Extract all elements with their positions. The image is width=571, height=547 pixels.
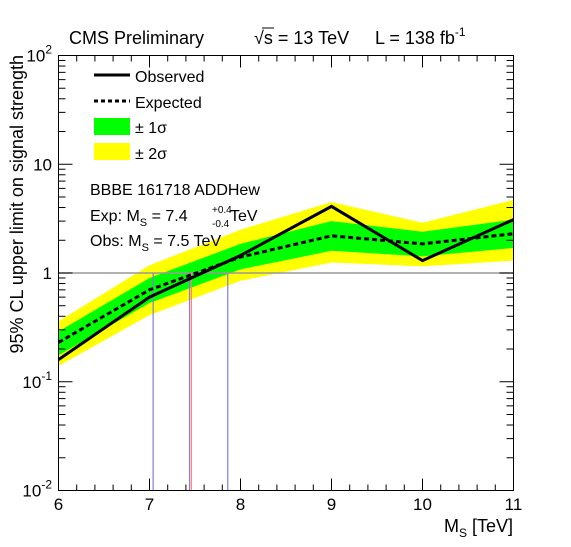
y-axis-title: 95% CL upper limit on signal strength — [7, 55, 27, 354]
y-tick-label: 10-2 — [22, 478, 52, 501]
x-axis-title-sub: S — [459, 526, 467, 540]
plot-area — [57, 199, 515, 491]
legend-band1-label: ± 1σ — [135, 120, 167, 137]
lumi-exponent: -1 — [455, 25, 466, 39]
lumi-prefix: L = 138 fb — [375, 28, 455, 48]
y-tick-label: 10-1 — [22, 369, 52, 392]
x-tick-label: 9 — [327, 495, 336, 514]
y-tick-label: 10 — [33, 155, 52, 174]
legend-band1-swatch — [94, 118, 130, 135]
legend-observed-label: Observed — [135, 69, 204, 86]
x-tick-label: 6 — [54, 495, 63, 514]
exp-value: = 7.4 — [147, 208, 188, 225]
band-1sigma — [58, 219, 514, 356]
x-tick-label: 10 — [413, 495, 432, 514]
legend: Observed Expected ± 1σ ± 2σ — [94, 69, 204, 163]
axis-labels: 6 7 8 9 10 11 10-2 10-1 1 10 102 — [22, 43, 522, 515]
energy-label: √s = 13 TeV — [254, 28, 349, 48]
expected-limit-line — [57, 232, 514, 344]
lumi-label: L = 138 fb-1 — [375, 25, 466, 48]
x-tick-label: 8 — [236, 495, 245, 514]
x-axis-title-unit: [TeV] — [467, 516, 513, 536]
energy-sqrt-arg: s — [264, 28, 273, 48]
obs-prefix: Obs: M — [90, 233, 142, 250]
model-label: BBBE 161718 ADDHew — [90, 182, 260, 199]
observed-limit-label: Obs: MS = 7.5 TeV — [90, 233, 221, 254]
observed-limit-line — [57, 204, 515, 361]
exp-uncertainty-up: +0.4 — [212, 205, 232, 216]
legend-expected-label: Expected — [135, 95, 202, 112]
sqrt-symbol: √ — [254, 28, 264, 48]
x-axis-title-main: M — [444, 516, 459, 536]
obs-subscript: S — [142, 242, 149, 254]
experiment-label: CMS Preliminary — [69, 28, 204, 48]
x-tick-label: 11 — [505, 495, 523, 514]
energy-value: = 13 TeV — [273, 28, 349, 48]
legend-band2-label: ± 2σ — [135, 146, 167, 163]
exp-subscript: S — [140, 217, 147, 229]
obs-value: = 7.5 TeV — [149, 233, 222, 250]
y-tick-label: 102 — [26, 43, 52, 66]
axis-ticks — [58, 55, 514, 491]
exp-prefix: Exp: M — [90, 208, 140, 225]
exp-unit: TeV — [230, 208, 258, 225]
x-tick-label: 7 — [145, 495, 154, 514]
y-tick-label: 1 — [43, 264, 52, 283]
legend-band2-swatch — [94, 143, 130, 160]
exp-uncertainty-down: -0.4 — [212, 219, 230, 230]
x-axis-title: MS [TeV] — [444, 516, 513, 540]
expected-limit-label: Exp: MS = 7.4 — [90, 208, 188, 229]
